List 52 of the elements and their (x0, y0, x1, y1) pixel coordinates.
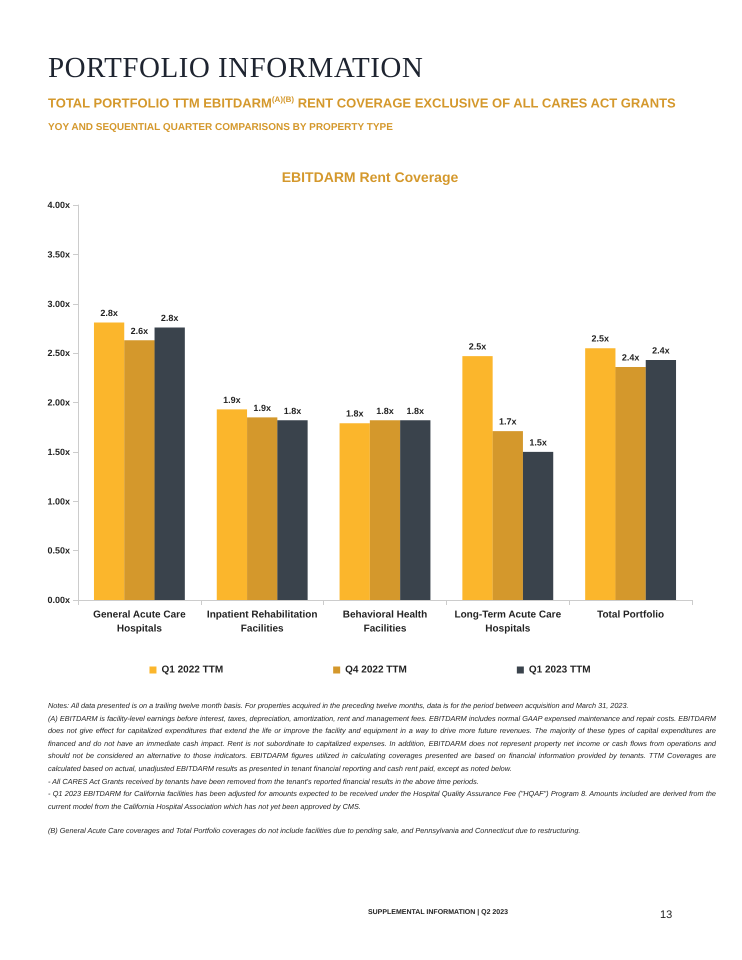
bar (492, 431, 523, 600)
data-label: 1.9x (253, 402, 271, 413)
x-tick-label: Long-Term Acute Care Hospitals (454, 610, 562, 634)
data-label: 2.6x (130, 326, 148, 336)
x-tick-label: Behavioral Health Facilities (342, 610, 428, 634)
data-label: 1.7x (499, 416, 517, 427)
bar (522, 452, 554, 600)
x-tick-label: General Acute Care Hospitals (93, 610, 186, 634)
data-label: 2.8x (100, 308, 118, 318)
bar (615, 366, 646, 600)
y-tick-label: 2.00x (47, 398, 70, 408)
bar (340, 423, 370, 600)
bar (94, 322, 124, 600)
chart-title: EBITDARM Rent Coverage (282, 169, 458, 185)
x-tick-label: Inpatient Rehabilitation Facilities (206, 610, 318, 634)
data-label: 2.4x (652, 346, 670, 356)
data-label: 1.8x (346, 408, 364, 419)
data-label: 2.5x (468, 342, 486, 352)
legend-label: Q4 2022 TTM (345, 664, 407, 676)
data-label: 1.8x (284, 406, 302, 416)
data-label: 1.8x (406, 406, 424, 416)
legend-label: Q1 2023 TTM (528, 664, 591, 676)
data-label: 1.8x (376, 406, 394, 416)
y-tick-label: 0.50x (47, 546, 70, 556)
text: TOTAL PORTFOLIO TTM EBITDARM$^{(A)(B)}$ RENT COVERAGE EXCLUSIVE OF ALL CARES ACT GRANTS (48, 95, 677, 110)
y-tick-label: 2.50x (47, 348, 70, 358)
bar (277, 420, 308, 600)
bar (124, 340, 155, 600)
y-tick-label: 3.00x (47, 298, 70, 309)
y-tick-label: 1.00x (47, 496, 70, 506)
y-tick-label: 1.50x (47, 446, 70, 457)
data-label: 1.9x (223, 394, 241, 405)
bar (462, 356, 493, 600)
text: YOY AND SEQUENTIAL QUARTER COMPARISONS BY PROPERTY TYPE (48, 122, 394, 134)
bar (216, 409, 248, 600)
bar (646, 360, 676, 600)
bar (585, 348, 616, 600)
data-label: 2.4x (622, 352, 640, 362)
data-label: 2.5x (592, 334, 610, 344)
legend-label: Q1 2022 TTM (161, 664, 224, 676)
x-tick-label: Total Portfolio (597, 610, 664, 620)
y-tick-label: 0.00x (47, 595, 70, 605)
data-label: 2.8x (160, 312, 178, 323)
y-tick-label: 4.00x (47, 200, 70, 210)
y-tick-label: 3.50x (47, 249, 70, 260)
text: PORTFOLIO INFORMATION (48, 52, 424, 85)
text: 13 (660, 909, 672, 921)
bar (247, 417, 278, 600)
bar (370, 420, 400, 600)
bar (154, 327, 185, 600)
bar (400, 420, 430, 600)
data-label: 1.5x (529, 437, 547, 448)
